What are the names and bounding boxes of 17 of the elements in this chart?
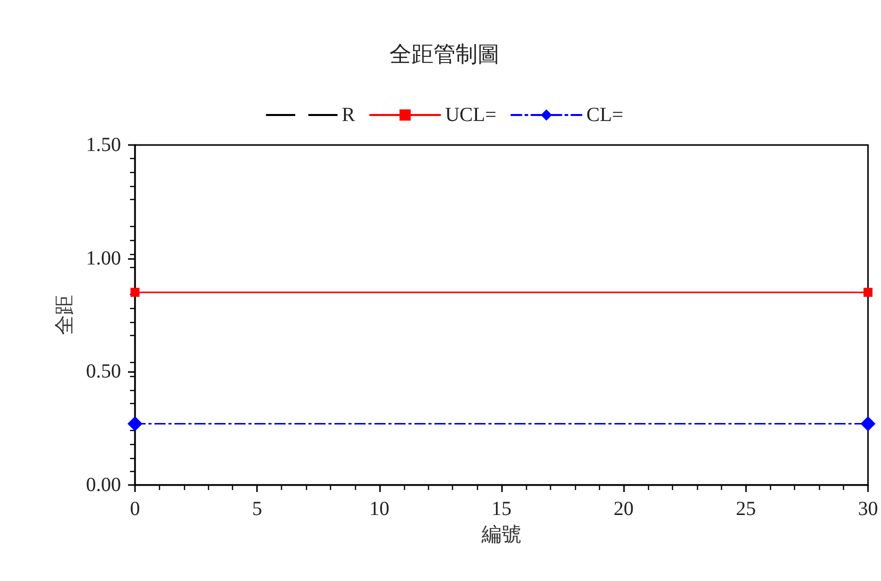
y-axis-title: 全距 [54,295,76,335]
legend-label: R [342,104,356,126]
y-tick-label: 0.00 [86,474,121,496]
y-tick-label: 1.00 [86,247,121,270]
x-tick-label: 5 [252,498,262,520]
chart-title: 全距管制圖 [390,42,500,66]
x-tick-label: 10 [369,498,390,520]
x-tick-label: 15 [492,498,512,520]
legend-label: UCL= [445,104,496,126]
legend-label: CL= [586,104,624,126]
y-tick-label: 0.50 [86,360,121,383]
x-axis-title: 編號 [480,524,522,546]
x-tick-label: 20 [614,498,634,520]
x-tick-label: 0 [130,498,140,520]
x-tick-label: 25 [736,498,756,520]
x-tick-label: 30 [858,498,878,520]
y-tick-label: 1.50 [86,134,121,156]
